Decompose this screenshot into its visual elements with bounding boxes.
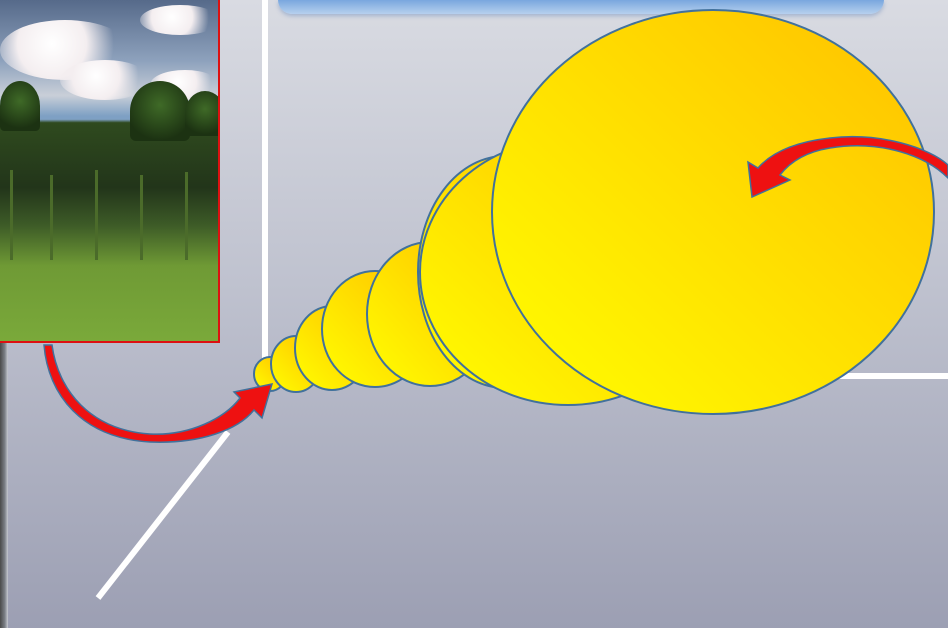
bubble-sequence: [253, 9, 935, 415]
tree: [0, 81, 40, 131]
tree: [185, 91, 218, 136]
curved-arrow-icon: [747, 135, 948, 199]
cactus: [10, 170, 13, 260]
cloud: [140, 5, 218, 35]
field-photo: [0, 0, 220, 343]
frame-line-diagonal: [95, 430, 231, 600]
cactus: [140, 175, 143, 260]
curved-arrow-icon: [43, 344, 274, 443]
tree: [130, 81, 190, 141]
cactus: [185, 172, 188, 260]
bubble-8: [491, 9, 935, 415]
cactus: [50, 175, 53, 260]
left-edge-strip: [0, 330, 8, 628]
cactus: [95, 170, 98, 260]
